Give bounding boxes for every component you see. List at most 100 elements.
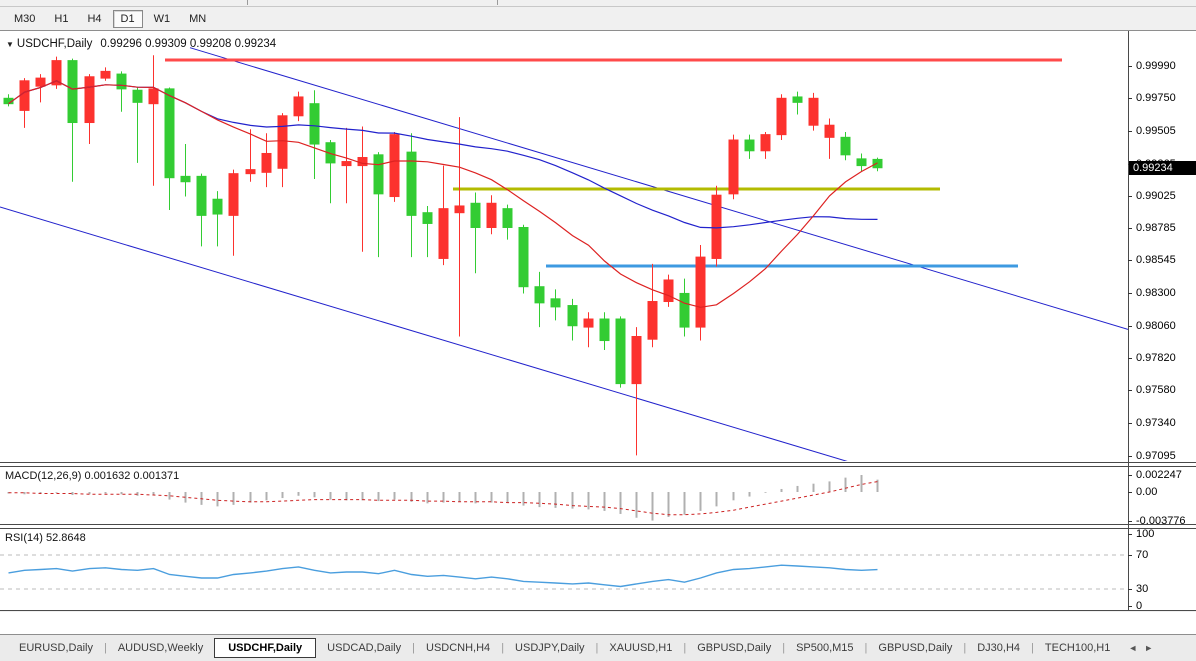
candle[interactable] [792,91,803,115]
tab-usdchf-daily[interactable]: USDCHF,Daily [214,638,317,658]
candle[interactable] [373,152,384,258]
chart-tab-bar: EURUSD,Daily | AUDUSD,Weekly USDCHF,Daily US… [0,634,1196,661]
timeframe-button-h1[interactable]: H1 [54,12,69,25]
timeframe-button-w1[interactable]: W1 [153,12,171,25]
pane-separator[interactable] [0,462,1196,463]
candle[interactable] [824,118,835,159]
candle[interactable] [663,274,674,307]
tab-usdcnh-h4[interactable]: USDCNH,H4 [426,642,491,654]
candle[interactable] [277,113,288,188]
symbol-dropdown-icon[interactable]: ▼ [6,40,14,49]
candle[interactable] [3,94,14,107]
candle[interactable] [389,131,400,202]
candle[interactable] [615,316,626,388]
candle[interactable] [679,278,690,337]
tabs-scroll-left-icon[interactable]: ◄ [1128,643,1138,653]
tab-gbpusd-daily[interactable]: GBPUSD,Daily [697,642,772,654]
macd-pane[interactable] [0,467,1128,524]
candle-body [373,154,384,195]
candle[interactable] [212,191,223,247]
candle-body [599,318,610,342]
channel-lower[interactable] [0,206,849,461]
timeframe-button-mn[interactable]: MN [189,12,207,25]
candle-body [454,205,465,214]
candle-body [422,212,433,224]
candle[interactable] [808,92,819,131]
tab-usdjpy-daily[interactable]: USDJPY,Daily [515,642,585,654]
candle[interactable] [309,90,320,180]
candle[interactable] [470,192,481,274]
candle[interactable] [196,173,207,247]
candle[interactable] [502,204,513,240]
tab-separator: | [864,642,868,654]
candle[interactable] [599,312,610,350]
pane-separator[interactable] [0,524,1196,525]
timeframe-button-h4[interactable]: H4 [87,12,102,25]
candle[interactable] [132,87,143,163]
candle[interactable] [245,129,256,182]
candle-body [518,226,529,288]
candle[interactable] [19,78,30,128]
tab-xauusd-h1[interactable]: XAUUSD,H1 [609,642,673,654]
candle[interactable] [422,205,433,258]
candle[interactable] [550,289,561,321]
candle[interactable] [51,56,62,89]
candle[interactable] [454,117,465,337]
candle[interactable] [84,74,95,145]
candle[interactable] [518,224,529,294]
candle[interactable] [148,55,159,186]
rsi-pane[interactable] [0,529,1128,610]
axis-tick [1128,534,1132,535]
candle[interactable] [35,74,46,103]
timeframe-button-m30[interactable]: M30 [14,12,36,25]
timeframe-button-d1[interactable]: D1 [112,9,143,28]
candle[interactable] [228,169,239,256]
candle[interactable] [100,67,111,81]
main-chart[interactable] [0,31,1128,461]
candle-body [67,60,78,124]
tab-eurusd-daily[interactable]: EURUSD,Daily [19,642,93,654]
candle[interactable] [631,327,642,456]
candle[interactable] [293,91,304,122]
tab-audusd-weekly[interactable]: AUDUSD,Weekly [117,642,204,654]
candle[interactable] [438,165,449,266]
tab-separator: | [782,642,786,654]
candle[interactable] [728,134,739,200]
candle[interactable] [341,127,352,204]
candle[interactable] [776,94,787,141]
candle[interactable] [567,298,578,341]
tab-tech100-h1[interactable]: TECH100,H1 [1044,642,1111,654]
candle[interactable] [325,140,336,204]
current-price-tag: 0.99234 [1129,161,1196,175]
candle[interactable] [695,244,706,341]
candle[interactable] [357,126,368,252]
candle[interactable] [486,195,497,235]
candle[interactable] [180,144,191,197]
candle[interactable] [744,134,755,159]
candle[interactable] [261,133,272,188]
tabs-scroll-right-icon[interactable]: ► [1144,643,1154,653]
candle[interactable] [67,58,78,182]
tab-sp500-m15[interactable]: SP500,M15 [796,642,854,654]
candle[interactable] [164,87,175,211]
chart-title[interactable]: ▼ USDCHF,Daily 0.99296 0.99309 0.99208 0.9… [6,38,276,50]
price-axis-label: 0.98545 [1136,254,1176,267]
tab-separator: | [103,642,107,654]
tab-gbpusd-daily[interactable]: GBPUSD,Daily [878,642,953,654]
candle[interactable] [647,263,658,348]
candle[interactable] [534,271,545,328]
tab-dj30-h4[interactable]: DJ30,H4 [977,642,1021,654]
tab-usdcad-daily[interactable]: USDCAD,Daily [327,642,402,654]
price-axis-label: 0.98060 [1136,319,1176,332]
candle[interactable] [840,131,851,161]
candle[interactable] [856,153,867,171]
candle-body [534,286,545,304]
candle[interactable] [711,185,722,267]
candle[interactable] [406,133,417,258]
axis-tick [1128,455,1132,457]
candle-body [663,279,674,303]
axis-tick [1128,260,1132,262]
candle[interactable] [116,71,127,112]
candle[interactable] [760,131,771,159]
candle[interactable] [583,312,594,348]
